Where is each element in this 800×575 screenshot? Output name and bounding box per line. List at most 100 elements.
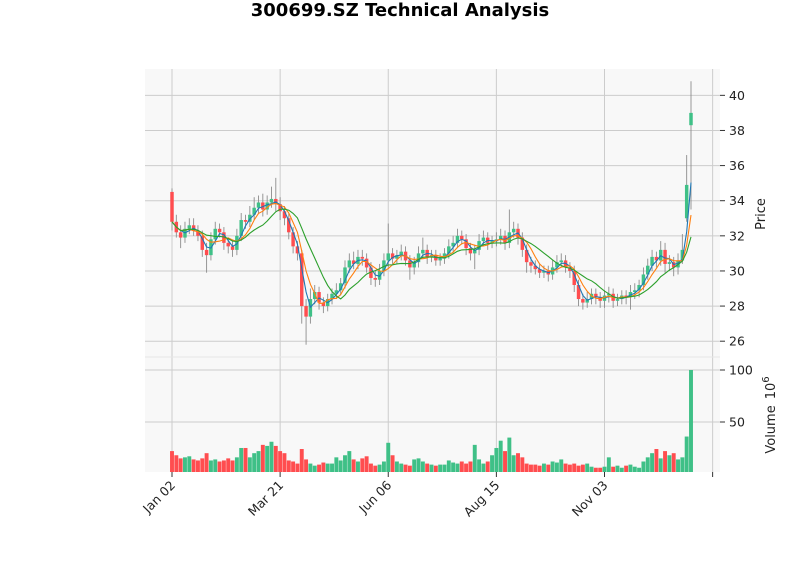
volume-bar (524, 463, 529, 472)
volume-bar (593, 467, 598, 472)
candle-body (572, 270, 576, 285)
volume-bar (243, 447, 248, 472)
volume-bar (265, 445, 270, 472)
volume-bar (585, 463, 590, 472)
volume-bar (412, 459, 417, 472)
candle-body (395, 255, 399, 259)
candle-body (585, 299, 589, 303)
candle-body (568, 267, 572, 271)
volume-bar (459, 461, 464, 472)
volume-bar (481, 463, 486, 472)
volume-bar (429, 464, 434, 472)
candle-body (282, 211, 287, 219)
volume-bar (680, 457, 685, 472)
volume-bar (304, 459, 309, 472)
candle-body (261, 202, 265, 210)
candle-body (196, 230, 200, 236)
volume-bar (368, 463, 373, 472)
chart-title: 300699.SZ Technical Analysis (250, 0, 550, 21)
volume-bar (529, 464, 533, 472)
volume-bar (550, 461, 555, 472)
candle-body (537, 269, 542, 273)
volume-bar (472, 444, 477, 472)
volume-axis-label: Volume 106 (761, 376, 779, 453)
volume-unit-exponent: 6 (761, 376, 772, 382)
volume-bar (195, 460, 200, 472)
candle-body (256, 202, 261, 208)
volume-bar (503, 451, 507, 472)
volume-bar (239, 447, 244, 472)
volume-bar (386, 442, 391, 472)
volume-bar (455, 463, 460, 472)
volume-bar (325, 463, 330, 472)
volume-bar (330, 463, 334, 472)
volume-bar (546, 464, 551, 472)
candle-body (460, 235, 464, 240)
candle-body (529, 262, 533, 266)
candle-body (390, 253, 395, 259)
candle-body (360, 256, 365, 259)
volume-bar (174, 455, 179, 472)
candle-body (347, 260, 352, 268)
volume-bar (580, 464, 585, 472)
candle-body (416, 253, 421, 263)
candle-body (200, 235, 205, 250)
candle-body (654, 256, 659, 261)
candle-body (373, 277, 378, 280)
price-panel (145, 69, 720, 357)
volume-bar (364, 456, 369, 472)
candle-body (607, 293, 611, 296)
volume-bar (433, 465, 438, 472)
volume-bar (541, 463, 546, 472)
volume-bar (438, 464, 443, 472)
candle-body (646, 265, 650, 275)
volume-bar (191, 459, 196, 472)
candle-body (581, 299, 585, 303)
candle-body (511, 228, 516, 233)
volume-bar (338, 460, 343, 472)
price-tick-label: 38 (729, 123, 745, 138)
volume-bar (321, 462, 326, 472)
candle-body (498, 235, 503, 240)
moving-average-line (171, 182, 692, 309)
volume-bar (403, 464, 408, 472)
volume-bar (183, 457, 187, 472)
candle-body (343, 267, 347, 284)
volume-bar (658, 458, 663, 472)
price-tick-label: 34 (729, 193, 745, 208)
price-tick-label: 32 (729, 228, 745, 243)
candle-body (239, 220, 243, 236)
candle-body (637, 285, 641, 291)
candle-body (468, 248, 473, 254)
candle-body (204, 249, 209, 256)
volume-bar (645, 457, 650, 472)
volume-bar (516, 453, 520, 472)
candle-body (386, 253, 390, 261)
volume-bar (291, 461, 296, 472)
candle-body (382, 260, 386, 271)
candle-body (230, 246, 235, 250)
volume-bar (572, 463, 577, 472)
candle-body (334, 290, 339, 294)
candle-body (243, 220, 248, 222)
candle-body (291, 232, 295, 247)
volume-bar (399, 463, 404, 472)
candle-body (351, 260, 356, 264)
volume-bar (200, 458, 205, 472)
candle-body (533, 265, 538, 270)
volume-bar (507, 437, 512, 472)
volume-bar (628, 464, 633, 472)
candle-body (295, 246, 300, 254)
candle-body (663, 249, 667, 264)
candle-body (330, 293, 334, 300)
candle-body (226, 242, 230, 247)
candle-body (684, 184, 689, 219)
volume-bar (554, 462, 559, 472)
volume-bar (407, 465, 412, 472)
volume-panel (145, 357, 720, 472)
volume-bar (226, 458, 231, 472)
price-tick-label: 30 (729, 263, 745, 278)
volume-bar (217, 461, 222, 472)
candle-body (170, 191, 174, 222)
candle-body (213, 228, 217, 240)
